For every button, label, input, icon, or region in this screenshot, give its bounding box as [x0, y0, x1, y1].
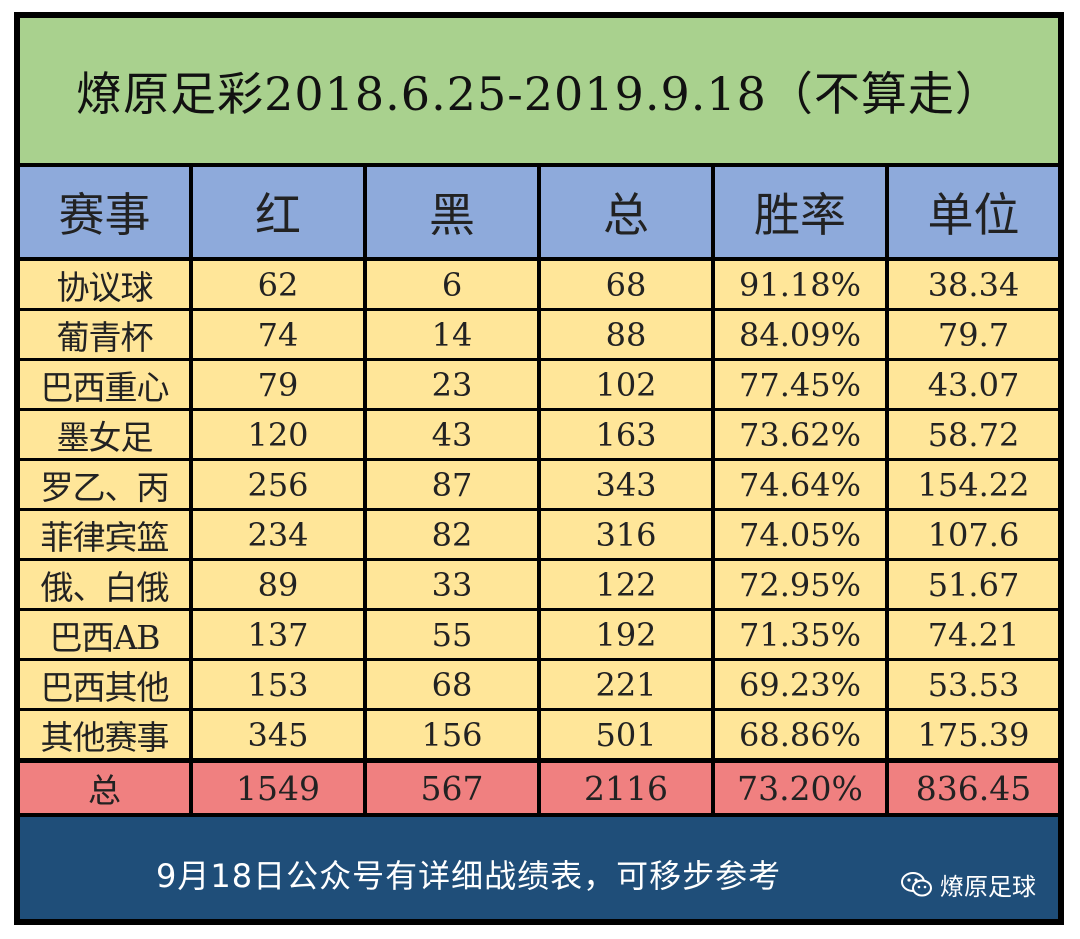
row-win-rate: 77.45% — [715, 361, 885, 408]
row-black: 23 — [367, 361, 537, 408]
row-event: 协议球 — [20, 261, 189, 308]
footer-banner: 9月18日公众号有详细战绩表，可移步参考 燎原足球 — [20, 817, 1058, 919]
row-total: 68 — [541, 261, 711, 308]
row-units: 107.6 — [889, 511, 1058, 558]
wechat-icon — [900, 870, 934, 900]
row-units: 154.22 — [889, 461, 1058, 508]
row-black: 82 — [367, 511, 537, 558]
row-event: 罗乙、丙 — [20, 461, 189, 508]
row-black: 156 — [367, 711, 537, 758]
row-total: 122 — [541, 561, 711, 608]
header-win-rate: 胜率 — [715, 167, 885, 257]
row-win-rate: 74.05% — [715, 511, 885, 558]
row-red: 234 — [193, 511, 363, 558]
row-total: 316 — [541, 511, 711, 558]
header-red: 红 — [193, 167, 363, 257]
row-red: 153 — [193, 661, 363, 708]
row-red: 137 — [193, 611, 363, 658]
row-event: 俄、白俄 — [20, 561, 189, 608]
row-event: 巴西重心 — [20, 361, 189, 408]
row-units: 43.07 — [889, 361, 1058, 408]
row-red: 74 — [193, 311, 363, 358]
row-black: 43 — [367, 411, 537, 458]
row-event: 菲律宾篮 — [20, 511, 189, 558]
row-win-rate: 74.64% — [715, 461, 885, 508]
row-total: 192 — [541, 611, 711, 658]
total-row-label: 总 — [20, 763, 189, 813]
header-event: 赛事 — [20, 167, 189, 257]
table-title: 燎原足彩2018.6.25-2019.9.18（不算走） — [20, 18, 1058, 163]
row-black: 68 — [367, 661, 537, 708]
row-units: 79.7 — [889, 311, 1058, 358]
footer-note: 9月18日公众号有详细战绩表，可移步参考 — [156, 857, 782, 895]
row-black: 33 — [367, 561, 537, 608]
header-units: 单位 — [889, 167, 1058, 257]
total-all: 2116 — [541, 763, 711, 813]
row-red: 79 — [193, 361, 363, 408]
row-total: 88 — [541, 311, 711, 358]
row-red: 345 — [193, 711, 363, 758]
row-win-rate: 72.95% — [715, 561, 885, 608]
total-units: 836.45 — [889, 763, 1058, 813]
row-win-rate: 84.09% — [715, 311, 885, 358]
stats-table-frame: 燎原足彩2018.6.25-2019.9.18（不算走） 赛事 红 黑 总 胜率… — [14, 12, 1064, 925]
row-units: 38.34 — [889, 261, 1058, 308]
header-total: 总 — [541, 167, 711, 257]
row-red: 256 — [193, 461, 363, 508]
row-win-rate: 73.62% — [715, 411, 885, 458]
row-black: 14 — [367, 311, 537, 358]
row-units: 58.72 — [889, 411, 1058, 458]
row-win-rate: 69.23% — [715, 661, 885, 708]
row-win-rate: 71.35% — [715, 611, 885, 658]
header-black: 黑 — [367, 167, 537, 257]
row-total: 501 — [541, 711, 711, 758]
watermark: 燎原足球 — [900, 867, 1036, 902]
total-black: 567 — [367, 763, 537, 813]
row-total: 163 — [541, 411, 711, 458]
row-black: 55 — [367, 611, 537, 658]
row-event: 其他赛事 — [20, 711, 189, 758]
total-win-rate: 73.20% — [715, 763, 885, 813]
row-event: 巴西其他 — [20, 661, 189, 708]
row-event: 墨女足 — [20, 411, 189, 458]
row-red: 62 — [193, 261, 363, 308]
row-black: 6 — [367, 261, 537, 308]
row-event: 葡青杯 — [20, 311, 189, 358]
row-event: 巴西AB — [20, 611, 189, 658]
row-black: 87 — [367, 461, 537, 508]
row-total: 221 — [541, 661, 711, 708]
row-units: 175.39 — [889, 711, 1058, 758]
row-red: 89 — [193, 561, 363, 608]
total-red: 1549 — [193, 763, 363, 813]
row-red: 120 — [193, 411, 363, 458]
row-total: 102 — [541, 361, 711, 408]
row-units: 53.53 — [889, 661, 1058, 708]
watermark-text: 燎原足球 — [940, 873, 1036, 901]
stats-table: 赛事 红 黑 总 胜率 单位 协议球 62 6 68 91.18% 38.34 … — [20, 167, 1058, 813]
row-win-rate: 91.18% — [715, 261, 885, 308]
row-total: 343 — [541, 461, 711, 508]
row-win-rate: 68.86% — [715, 711, 885, 758]
row-units: 74.21 — [889, 611, 1058, 658]
row-units: 51.67 — [889, 561, 1058, 608]
